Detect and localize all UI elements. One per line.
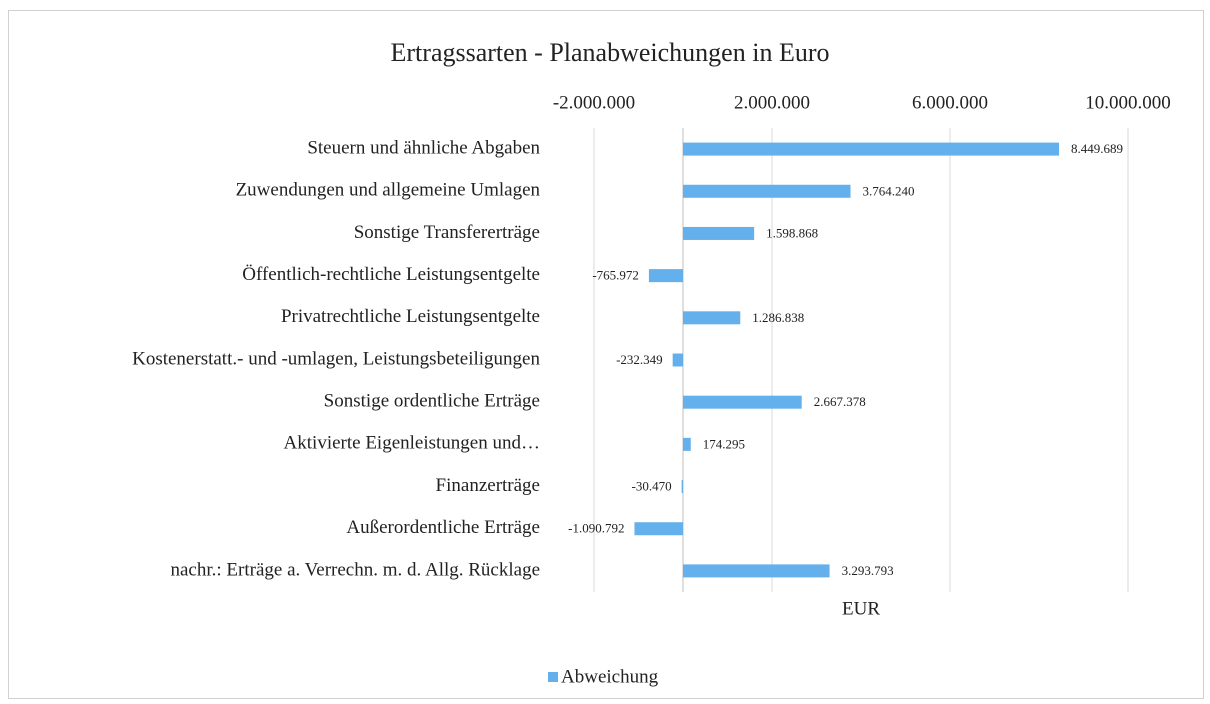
x-tick-label: 2.000.000	[734, 92, 810, 113]
data-label: 2.667.378	[814, 394, 866, 409]
bar	[683, 142, 1060, 156]
bar	[681, 480, 683, 494]
bar	[683, 437, 691, 451]
legend-swatch	[548, 672, 558, 682]
data-label: 3.764.240	[863, 183, 915, 198]
data-label: -1.090.792	[568, 521, 624, 536]
data-label: -30.470	[632, 479, 672, 494]
bar	[683, 226, 755, 240]
bar	[683, 311, 741, 325]
data-label: 1.598.868	[766, 225, 818, 240]
y-tick-label: Kostenerstatt.- und -umlagen, Leistungsb…	[132, 348, 540, 369]
y-tick-label: Außerordentliche Erträge	[346, 517, 540, 538]
y-tick-label: Steuern und ähnliche Abgaben	[307, 137, 540, 158]
y-tick-label: Aktivierte Eigenleistungen und…	[284, 433, 540, 454]
x-tick-label: -2.000.000	[553, 92, 635, 113]
chart-border	[8, 10, 1204, 699]
data-label: 3.293.793	[842, 563, 894, 578]
data-label: -765.972	[592, 268, 639, 283]
bar	[672, 353, 683, 367]
x-axis-label: EUR	[842, 598, 880, 619]
y-tick-label: Zuwendungen und allgemeine Umlagen	[236, 180, 541, 201]
bar	[683, 395, 802, 409]
y-tick-label: Sonstige ordentliche Erträge	[324, 391, 540, 412]
bar	[683, 184, 851, 198]
x-tick-label: 10.000.000	[1085, 92, 1171, 113]
bar	[648, 269, 683, 283]
y-tick-label: Finanzerträge	[436, 475, 540, 496]
data-label: -232.349	[616, 352, 663, 367]
data-label: 174.295	[703, 436, 745, 451]
chart-title: Ertragssarten - Planabweichungen in Euro	[391, 38, 830, 67]
legend-label: Abweichung	[561, 666, 659, 687]
data-label: 1.286.838	[752, 310, 804, 325]
y-tick-label: Privatrechtliche Leistungsentgelte	[281, 306, 540, 327]
bar	[683, 564, 830, 578]
data-label: 8.449.689	[1071, 141, 1123, 156]
y-tick-label: Sonstige Transfererträge	[354, 222, 540, 243]
y-tick-label: Öffentlich-rechtliche Leistungsentgelte	[242, 264, 540, 285]
bar	[634, 522, 683, 536]
y-tick-label: nachr.: Erträge a. Verrechn. m. d. Allg.…	[171, 559, 541, 580]
x-tick-label: 6.000.000	[912, 92, 988, 113]
